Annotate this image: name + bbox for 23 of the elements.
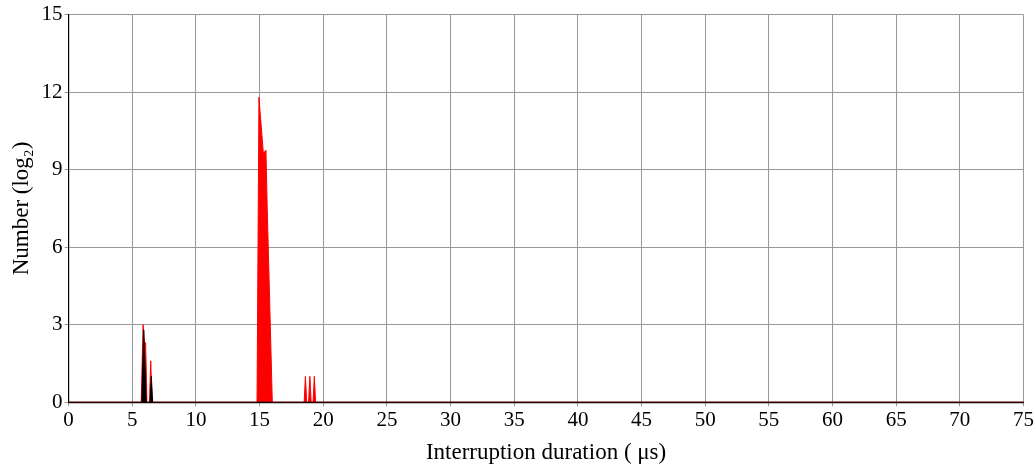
y-tick-label: 0 <box>52 388 63 413</box>
x-tick-label: 55 <box>758 407 780 432</box>
x-tick-label: 35 <box>503 407 525 432</box>
x-tick-label: 75 <box>1013 407 1034 432</box>
x-tick-label: 65 <box>885 407 907 432</box>
x-tick-label: 45 <box>631 407 653 432</box>
x-tick-label: 5 <box>127 407 138 432</box>
x-tick-label: 70 <box>949 407 971 432</box>
x-tick-label: 10 <box>185 407 207 432</box>
x-tick-label: 40 <box>567 407 589 432</box>
y-tick-label: 12 <box>41 78 63 103</box>
y-tick-label: 15 <box>41 1 63 26</box>
x-tick-label: 30 <box>440 407 462 432</box>
x-tick-label: 50 <box>694 407 716 432</box>
x-tick-label: 20 <box>312 407 334 432</box>
x-tick-label: 60 <box>822 407 844 432</box>
y-tick-label: 3 <box>52 311 63 336</box>
x-tick-label: 15 <box>249 407 271 432</box>
y-tick-label: 9 <box>52 156 63 181</box>
y-axis-title: Number (log₂) <box>7 141 33 276</box>
y-tick-label: 6 <box>52 233 63 258</box>
x-tick-label: 25 <box>376 407 398 432</box>
x-axis-title: Interruption duration ( μs) <box>425 439 667 465</box>
